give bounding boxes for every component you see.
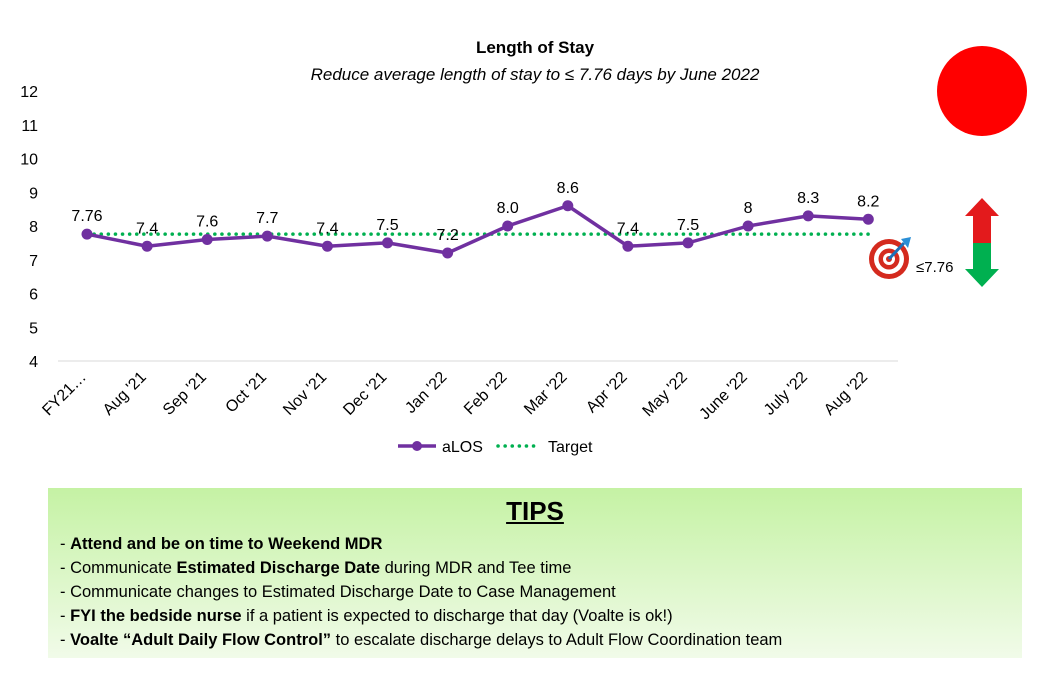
x-tick-label: Aug '21 bbox=[100, 369, 150, 419]
y-tick-label: 12 bbox=[20, 84, 38, 101]
alos-point bbox=[742, 220, 754, 232]
x-tick-label: Dec '21 bbox=[340, 369, 390, 419]
alos-point bbox=[622, 240, 634, 252]
y-tick-label: 7 bbox=[29, 253, 38, 270]
chart-title: Length of Stay bbox=[476, 38, 595, 57]
tips-list: - Attend and be on time to Weekend MDR -… bbox=[60, 532, 782, 652]
alos-point bbox=[81, 228, 93, 240]
legend-target-label: Target bbox=[548, 439, 593, 456]
data-label: 8 bbox=[744, 200, 753, 217]
tip-item: - Attend and be on time to Weekend MDR bbox=[60, 535, 383, 553]
los-chart: Length of Stay Reduce average length of … bbox=[20, 38, 1027, 456]
data-label: 7.5 bbox=[677, 217, 699, 234]
alos-point bbox=[802, 210, 814, 222]
legend-alos-label: aLOS bbox=[442, 439, 483, 456]
alos-point bbox=[321, 240, 333, 252]
alos-point bbox=[141, 240, 153, 252]
data-label: 7.6 bbox=[196, 214, 218, 231]
status-indicator bbox=[937, 46, 1027, 136]
y-tick-label: 5 bbox=[29, 320, 38, 337]
data-label: 7.7 bbox=[256, 210, 278, 227]
x-axis: FY21… Aug '21 Sep '21 Oct '21 Nov '21 Dec '21… bbox=[39, 369, 871, 424]
alos-line bbox=[86, 204, 869, 255]
alos-point bbox=[201, 234, 213, 245]
tips-panel: TIPS - Attend and be on time to Weekend … bbox=[48, 488, 1022, 658]
target-value-label: ≤7.76 bbox=[916, 259, 953, 276]
tips-title: TIPS bbox=[506, 496, 564, 526]
x-tick-label: Jan '22 bbox=[402, 369, 450, 417]
x-tick-label: Apr '22 bbox=[583, 369, 631, 417]
data-labels: 7.76 7.4 7.6 7.7 7.4 7.5 7.2 8.0 8.6 7.4 7.5 8 8.3 8.… bbox=[71, 180, 879, 244]
tip-item: - FYI the bedside nurse if a patient is … bbox=[60, 607, 673, 625]
data-label: 8.0 bbox=[497, 200, 519, 217]
data-label: 8.6 bbox=[557, 180, 579, 197]
y-tick-label: 8 bbox=[29, 219, 38, 236]
legend: aLOS Target bbox=[398, 439, 593, 456]
alos-points bbox=[81, 200, 874, 259]
x-tick-label: Sep '21 bbox=[160, 369, 210, 419]
x-tick-label: Oct '21 bbox=[223, 369, 271, 417]
alos-point bbox=[862, 213, 874, 225]
data-label: 7.5 bbox=[376, 217, 398, 234]
legend-alos-marker bbox=[412, 441, 422, 451]
y-tick-label: 11 bbox=[21, 118, 38, 135]
data-label: 8.3 bbox=[797, 190, 819, 207]
alos-point bbox=[562, 200, 574, 212]
tip-item: - Communicate Estimated Discharge Date d… bbox=[60, 559, 572, 577]
x-tick-label: Nov '21 bbox=[280, 369, 330, 419]
data-label: 7.2 bbox=[436, 227, 458, 244]
x-tick-label: Feb '22 bbox=[461, 369, 510, 418]
alos-point bbox=[261, 230, 273, 242]
alos-point bbox=[442, 247, 454, 259]
trend-arrows-icon bbox=[965, 198, 999, 287]
data-label: 7.4 bbox=[617, 220, 639, 237]
data-label: 7.4 bbox=[316, 220, 338, 237]
data-label: 7.4 bbox=[136, 220, 158, 237]
data-label: 8.2 bbox=[857, 193, 879, 210]
x-tick-label: Aug '22 bbox=[821, 369, 871, 419]
data-label: 7.76 bbox=[71, 208, 102, 225]
y-axis: 4 5 6 7 8 9 10 11 12 bbox=[20, 84, 38, 371]
alos-point bbox=[682, 237, 694, 249]
down-arrow-icon bbox=[965, 243, 999, 287]
x-tick-label: FY21… bbox=[39, 369, 89, 419]
chart-subtitle: Reduce average length of stay to ≤ 7.76 … bbox=[311, 65, 760, 84]
x-tick-label: June '22 bbox=[696, 369, 751, 424]
alos-point bbox=[382, 237, 393, 249]
tip-item: - Communicate changes to Estimated Disch… bbox=[60, 583, 616, 601]
alos-point bbox=[502, 220, 514, 232]
y-tick-label: 4 bbox=[29, 354, 38, 371]
x-tick-label: Mar '22 bbox=[521, 369, 570, 418]
bullseye-icon bbox=[869, 237, 911, 279]
x-tick-label: July '22 bbox=[761, 369, 811, 419]
y-tick-label: 10 bbox=[20, 152, 38, 169]
up-arrow-icon bbox=[965, 198, 999, 243]
y-tick-label: 6 bbox=[29, 287, 38, 304]
x-tick-label: May '22 bbox=[640, 369, 691, 420]
y-tick-label: 9 bbox=[29, 185, 38, 202]
tip-item: - Voalte “Adult Daily Flow Control” to e… bbox=[60, 631, 783, 649]
